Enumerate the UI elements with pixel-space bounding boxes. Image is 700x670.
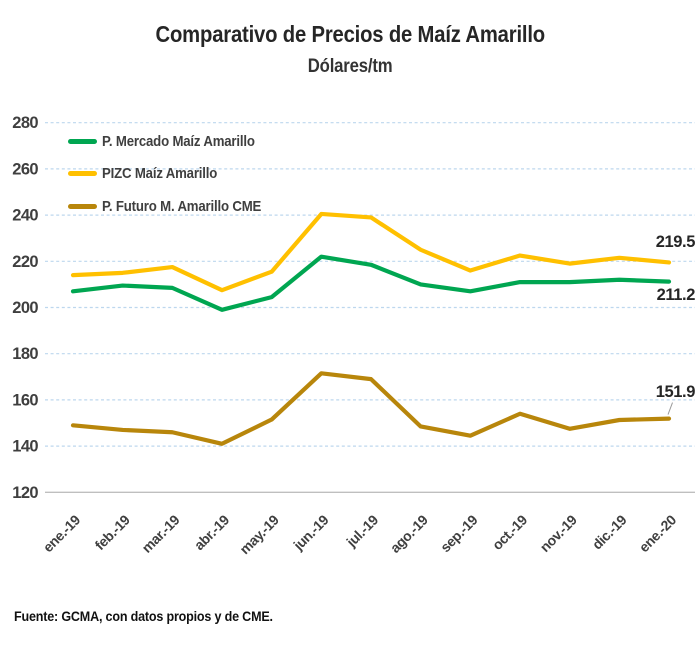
y-tick-label-220: 220 xyxy=(12,253,38,271)
end-value-p-mercado: 211.2 xyxy=(656,285,696,304)
x-tick-label-dic.-19: dic.-19 xyxy=(589,511,630,552)
yellow-line-swatch-icon xyxy=(68,171,97,176)
x-tick-label-mar.-19: mar.-19 xyxy=(138,511,182,555)
y-tick-label-120: 120 xyxy=(12,484,38,502)
y-tick-label-140: 140 xyxy=(12,438,38,456)
y-tick-label-260: 260 xyxy=(12,160,38,178)
x-tick-label-sep.-19: sep.-19 xyxy=(437,511,481,555)
series-line-1 xyxy=(70,211,672,293)
gold-line-swatch-icon xyxy=(68,203,97,209)
x-tick-label-ene.-19: ene.-19 xyxy=(40,511,84,555)
end-label-leader-line xyxy=(667,402,673,415)
x-tick-label-ago.-19: ago.-19 xyxy=(387,511,431,555)
x-tick-label-jul.-19: jul.-19 xyxy=(342,511,381,550)
x-tick-label-ene.-20: ene.-20 xyxy=(636,511,680,555)
legend-label-pizc: PIZC Maíz Amarillo xyxy=(102,165,218,182)
chart-subtitle-text: Dólares/tm xyxy=(307,56,393,77)
page-title: Comparativo de Precios de Maíz Amarillo xyxy=(0,21,700,48)
chart-subtitle: Dólares/tm xyxy=(0,56,700,78)
end-value-p-futuro: 151.9 xyxy=(655,382,696,401)
y-tick-label-240: 240 xyxy=(12,207,38,225)
y-tick-label-280: 280 xyxy=(12,114,38,132)
x-tick-label-oct.-19: oct.-19 xyxy=(489,511,531,553)
series-line-2 xyxy=(70,371,672,446)
x-tick-label-may.-19: may.-19 xyxy=(236,511,282,557)
legend: P. Mercado Maíz Amarillo PIZC Maíz Amari… xyxy=(68,129,283,227)
end-value-pizc: 219.5 xyxy=(655,233,696,252)
legend-item-p-futuro: P. Futuro M. Amarillo CME xyxy=(68,194,283,218)
legend-label-p-futuro: P. Futuro M. Amarillo CME xyxy=(102,197,262,215)
x-tick-label-feb.-19: feb.-19 xyxy=(92,511,134,553)
y-tick-label-200: 200 xyxy=(12,299,38,317)
x-tick-label-jun.-19: jun.-19 xyxy=(290,511,332,553)
y-tick-label-160: 160 xyxy=(12,391,38,409)
y-tick-label-180: 180 xyxy=(12,345,38,363)
x-tick-label-nov.-19: nov.-19 xyxy=(537,511,581,555)
legend-item-p-mercado: P. Mercado Maíz Amarillo xyxy=(68,129,283,153)
x-tick-label-abr.-19: abr.-19 xyxy=(191,511,233,553)
source-note-text: Fuente: GCMA, con datos propios y de CME… xyxy=(14,609,273,624)
legend-label-p-mercado: P. Mercado Maíz Amarillo xyxy=(102,132,255,150)
series-line-0 xyxy=(70,254,672,312)
legend-item-pizc: PIZC Maíz Amarillo xyxy=(68,162,283,186)
source-note: Fuente: GCMA, con datos propios y de CME… xyxy=(14,609,292,624)
green-line-swatch-icon xyxy=(68,138,97,144)
page-title-text: Comparativo de Precios de Maíz Amarillo xyxy=(155,21,545,47)
